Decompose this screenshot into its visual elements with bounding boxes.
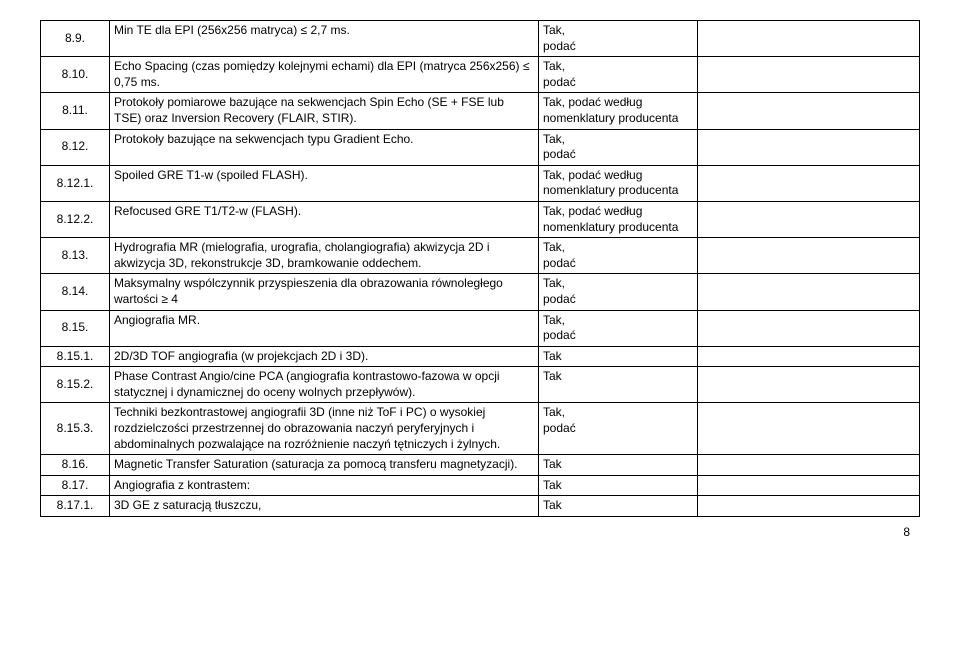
table-row: 8.11.Protokoły pomiarowe bazujące na sek…: [41, 93, 920, 129]
table-row: 8.15.1.2D/3D TOF angiografia (w projekcj…: [41, 346, 920, 367]
row-requirement: Tak: [539, 496, 698, 517]
row-requirement: Tak, podać: [539, 238, 698, 274]
table-row: 8.15.Angiografia MR.Tak, podać: [41, 310, 920, 346]
row-requirement: Tak, podać: [539, 21, 698, 57]
row-requirement: Tak, podać: [539, 274, 698, 310]
table-row: 8.12.Protokoły bazujące na sekwencjach t…: [41, 129, 920, 165]
row-number: 8.14.: [41, 274, 110, 310]
row-description: Refocused GRE T1/T2-w (FLASH).: [110, 201, 539, 237]
row-number: 8.17.: [41, 475, 110, 496]
row-empty: [698, 129, 920, 165]
row-empty: [698, 165, 920, 201]
row-description: Techniki bezkontrastowej angiografii 3D …: [110, 403, 539, 455]
row-empty: [698, 455, 920, 476]
table-row: 8.10.Echo Spacing (czas pomiędzy kolejny…: [41, 57, 920, 93]
page-number: 8: [40, 525, 920, 539]
row-number: 8.17.1.: [41, 496, 110, 517]
row-number: 8.10.: [41, 57, 110, 93]
row-description: Angiografia z kontrastem:: [110, 475, 539, 496]
row-empty: [698, 93, 920, 129]
table-row: 8.13.Hydrografia MR (mielografia, urogra…: [41, 238, 920, 274]
table-row: 8.15.3.Techniki bezkontrastowej angiogra…: [41, 403, 920, 455]
row-empty: [698, 496, 920, 517]
table-row: 8.9.Min TE dla EPI (256x256 matryca) ≤ 2…: [41, 21, 920, 57]
row-requirement: Tak, podać według nomenklatury producent…: [539, 93, 698, 129]
row-number: 8.12.: [41, 129, 110, 165]
row-description: 2D/3D TOF angiografia (w projekcjach 2D …: [110, 346, 539, 367]
row-empty: [698, 57, 920, 93]
row-description: Phase Contrast Angio/cine PCA (angiograf…: [110, 367, 539, 403]
table-row: 8.16.Magnetic Transfer Saturation (satur…: [41, 455, 920, 476]
table-row: 8.12.2.Refocused GRE T1/T2-w (FLASH).Tak…: [41, 201, 920, 237]
row-requirement: Tak, podać według nomenklatury producent…: [539, 201, 698, 237]
row-number: 8.11.: [41, 93, 110, 129]
row-description: Angiografia MR.: [110, 310, 539, 346]
row-requirement: Tak: [539, 346, 698, 367]
row-number: 8.15.: [41, 310, 110, 346]
row-description: 3D GE z saturacją tłuszczu,: [110, 496, 539, 517]
row-requirement: Tak: [539, 455, 698, 476]
row-requirement: Tak: [539, 367, 698, 403]
row-requirement: Tak, podać: [539, 129, 698, 165]
row-empty: [698, 475, 920, 496]
row-empty: [698, 21, 920, 57]
row-empty: [698, 201, 920, 237]
row-number: 8.15.3.: [41, 403, 110, 455]
table-row: 8.17.Angiografia z kontrastem:Tak: [41, 475, 920, 496]
table-row: 8.17.1.3D GE z saturacją tłuszczu,Tak: [41, 496, 920, 517]
row-description: Magnetic Transfer Saturation (saturacja …: [110, 455, 539, 476]
row-number: 8.12.2.: [41, 201, 110, 237]
table-row: 8.15.2.Phase Contrast Angio/cine PCA (an…: [41, 367, 920, 403]
row-empty: [698, 367, 920, 403]
row-empty: [698, 346, 920, 367]
row-requirement: Tak, podać: [539, 310, 698, 346]
row-description: Echo Spacing (czas pomiędzy kolejnymi ec…: [110, 57, 539, 93]
table-row: 8.14.Maksymalny wspólczynnik przyspiesze…: [41, 274, 920, 310]
row-description: Protokoły pomiarowe bazujące na sekwencj…: [110, 93, 539, 129]
row-empty: [698, 238, 920, 274]
spec-table: 8.9.Min TE dla EPI (256x256 matryca) ≤ 2…: [40, 20, 920, 517]
row-number: 8.15.2.: [41, 367, 110, 403]
row-number: 8.12.1.: [41, 165, 110, 201]
row-requirement: Tak: [539, 475, 698, 496]
row-description: Min TE dla EPI (256x256 matryca) ≤ 2,7 m…: [110, 21, 539, 57]
row-number: 8.9.: [41, 21, 110, 57]
row-description: Maksymalny wspólczynnik przyspieszenia d…: [110, 274, 539, 310]
row-number: 8.16.: [41, 455, 110, 476]
row-empty: [698, 310, 920, 346]
row-empty: [698, 274, 920, 310]
row-number: 8.15.1.: [41, 346, 110, 367]
table-row: 8.12.1.Spoiled GRE T1-w (spoiled FLASH).…: [41, 165, 920, 201]
row-requirement: Tak, podać: [539, 57, 698, 93]
row-description: Hydrografia MR (mielografia, urografia, …: [110, 238, 539, 274]
row-description: Spoiled GRE T1-w (spoiled FLASH).: [110, 165, 539, 201]
row-requirement: Tak, podać według nomenklatury producent…: [539, 165, 698, 201]
row-description: Protokoły bazujące na sekwencjach typu G…: [110, 129, 539, 165]
row-number: 8.13.: [41, 238, 110, 274]
row-requirement: Tak, podać: [539, 403, 698, 455]
row-empty: [698, 403, 920, 455]
